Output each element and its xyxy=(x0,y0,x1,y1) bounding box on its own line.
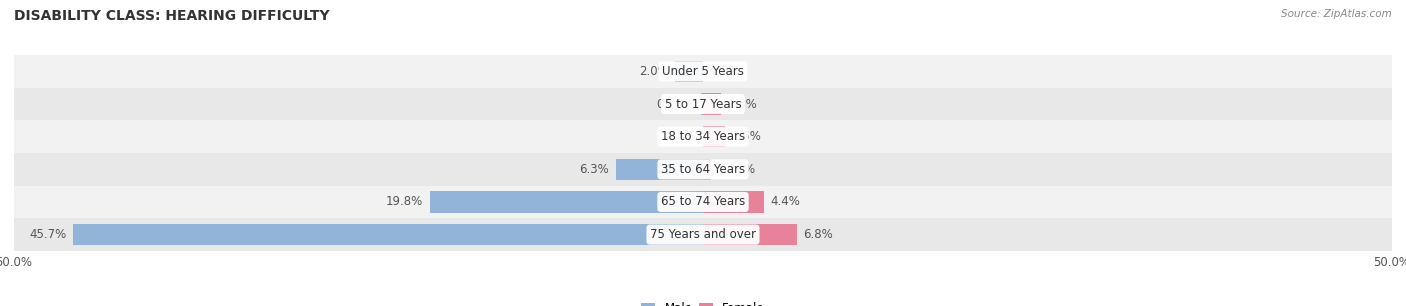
Legend: Male, Female: Male, Female xyxy=(637,297,769,306)
Bar xyxy=(14,186,1392,218)
Text: 5 to 17 Years: 5 to 17 Years xyxy=(665,98,741,110)
Text: Under 5 Years: Under 5 Years xyxy=(662,65,744,78)
Bar xyxy=(703,224,797,245)
Bar xyxy=(616,159,703,180)
Text: 6.8%: 6.8% xyxy=(804,228,834,241)
Bar xyxy=(14,55,1392,88)
Bar xyxy=(703,93,721,115)
Text: 35 to 64 Years: 35 to 64 Years xyxy=(661,163,745,176)
Bar xyxy=(430,191,703,213)
Bar xyxy=(14,120,1392,153)
Bar xyxy=(14,218,1392,251)
Text: 45.7%: 45.7% xyxy=(30,228,66,241)
Text: 1.3%: 1.3% xyxy=(728,98,758,110)
Text: 18 to 34 Years: 18 to 34 Years xyxy=(661,130,745,143)
Text: 0.0%: 0.0% xyxy=(710,65,740,78)
Text: 75 Years and over: 75 Years and over xyxy=(650,228,756,241)
Bar xyxy=(703,126,725,147)
Text: Source: ZipAtlas.com: Source: ZipAtlas.com xyxy=(1281,9,1392,19)
Bar xyxy=(14,153,1392,186)
Bar xyxy=(703,191,763,213)
Bar xyxy=(73,224,703,245)
Text: 4.4%: 4.4% xyxy=(770,196,800,208)
Text: 0.0%: 0.0% xyxy=(666,130,696,143)
Text: 0.59%: 0.59% xyxy=(718,163,755,176)
Text: 19.8%: 19.8% xyxy=(387,196,423,208)
Text: 65 to 74 Years: 65 to 74 Years xyxy=(661,196,745,208)
Text: 1.6%: 1.6% xyxy=(733,130,762,143)
Bar xyxy=(14,88,1392,120)
Text: 6.3%: 6.3% xyxy=(579,163,609,176)
Text: DISABILITY CLASS: HEARING DIFFICULTY: DISABILITY CLASS: HEARING DIFFICULTY xyxy=(14,9,329,23)
Bar xyxy=(703,159,711,180)
Text: 0.16%: 0.16% xyxy=(657,98,695,110)
Bar xyxy=(700,93,703,115)
Bar xyxy=(675,61,703,82)
Text: 2.0%: 2.0% xyxy=(638,65,669,78)
